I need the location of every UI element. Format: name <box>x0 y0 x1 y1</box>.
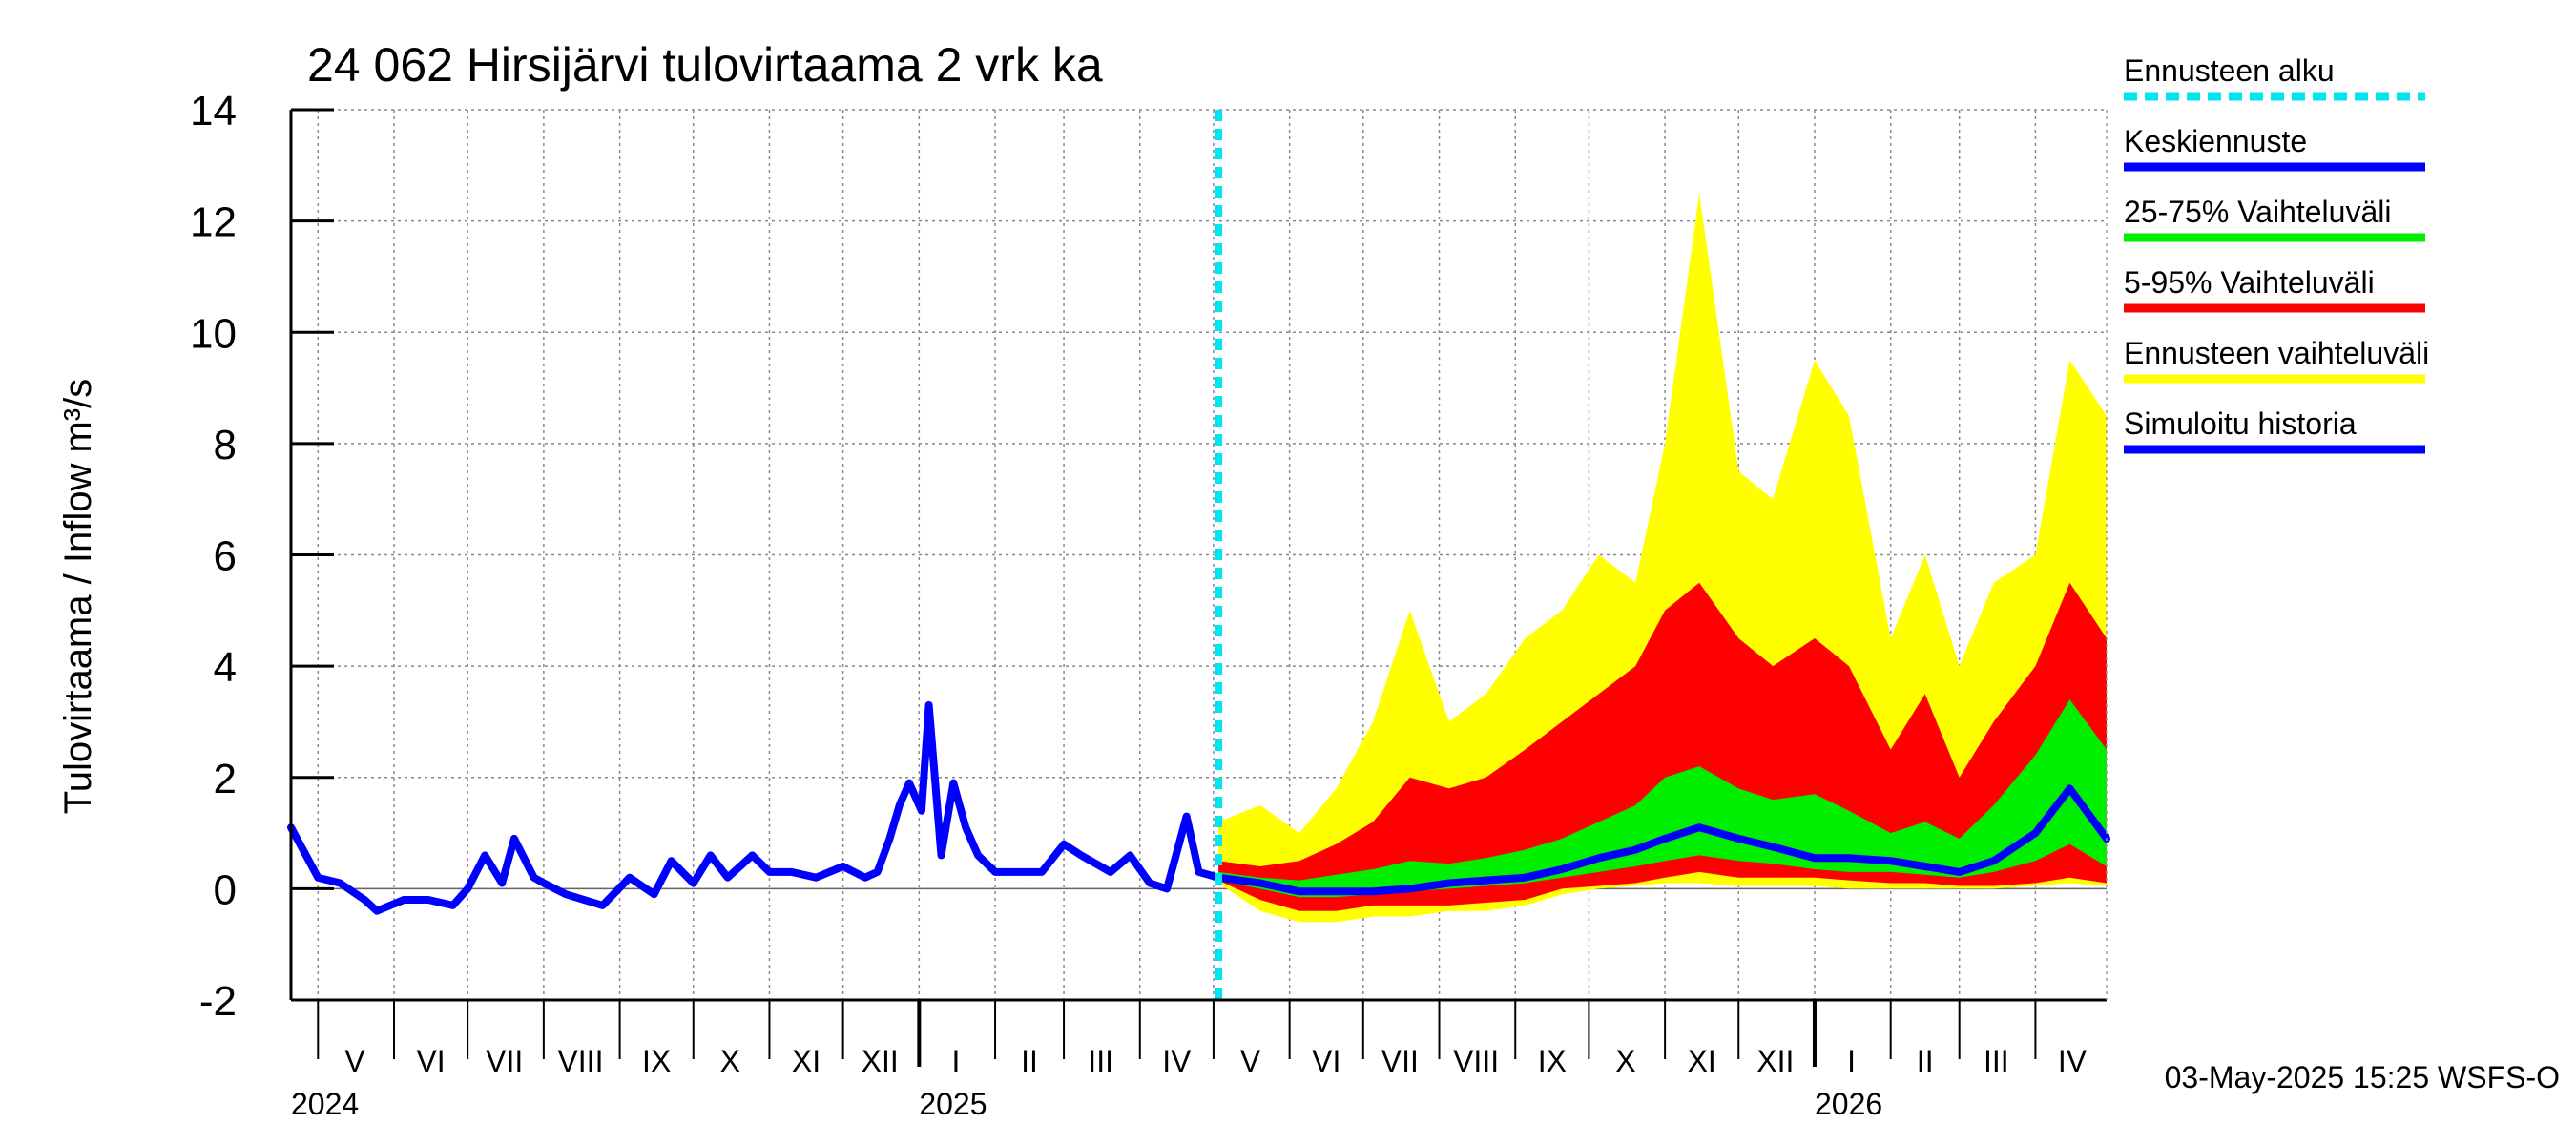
year-label: 2025 <box>919 1087 987 1121</box>
month-label: XII <box>1756 1044 1794 1078</box>
month-label: IV <box>2058 1044 2088 1078</box>
legend-label: 25-75% Vaihteluväli <box>2124 195 2391 229</box>
legend-label: Keskiennuste <box>2124 124 2307 158</box>
month-label: IX <box>1538 1044 1567 1078</box>
band-5-95 <box>1218 582 2107 911</box>
history-line <box>287 700 1223 915</box>
month-label: XI <box>792 1044 821 1078</box>
month-label: XI <box>1688 1044 1716 1078</box>
series-lines <box>287 110 2110 1000</box>
month-label: V <box>344 1044 365 1078</box>
month-label: I <box>1847 1044 1856 1078</box>
month-label: IX <box>642 1044 671 1078</box>
y-tick-label: 10 <box>190 310 237 357</box>
month-label: III <box>1088 1044 1113 1078</box>
legend-label: Simuloitu historia <box>2124 406 2357 441</box>
month-label: XII <box>862 1044 899 1078</box>
month-label: VI <box>416 1044 445 1078</box>
month-label: VIII <box>1453 1044 1499 1078</box>
year-label: 2024 <box>291 1087 359 1121</box>
month-label: IV <box>1162 1044 1192 1078</box>
legend-label: 5-95% Vaihteluväli <box>2124 265 2375 300</box>
month-label: VII <box>486 1044 523 1078</box>
y-tick-label: -2 <box>199 978 237 1025</box>
legend-label: Ennusteen alku <box>2124 53 2335 88</box>
month-label: VI <box>1312 1044 1340 1078</box>
month-label: VIII <box>557 1044 603 1078</box>
month-label: II <box>1021 1044 1038 1078</box>
y-axis-label: Tulovirtaama / Inflow m³/s <box>57 379 99 814</box>
y-tick-label: 4 <box>214 644 237 691</box>
legend: Ennusteen alku Keskiennuste 25-75% Vaihtel… <box>2124 53 2429 454</box>
y-tick-label: 6 <box>214 533 237 580</box>
month-label: VII <box>1381 1044 1419 1078</box>
band-25-75 <box>1218 699 2107 898</box>
year-label: 2026 <box>1815 1087 1882 1121</box>
forecast-bands <box>1218 193 2107 923</box>
legend-label: Ennusteen vaihteluväli <box>2124 336 2429 370</box>
month-label: III <box>1984 1044 2009 1078</box>
month-label: X <box>1615 1044 1635 1078</box>
timestamp-footer: 03-May-2025 15:25 WSFS-O <box>2165 1060 2560 1094</box>
y-tick-label: 12 <box>190 199 237 246</box>
month-label: II <box>1917 1044 1934 1078</box>
median-line <box>1215 784 2110 896</box>
month-label: X <box>720 1044 740 1078</box>
y-tick-label: 0 <box>214 866 237 913</box>
y-tick-label: 8 <box>214 422 237 468</box>
month-label: I <box>951 1044 960 1078</box>
y-tick-label: 2 <box>214 756 237 802</box>
month-label: V <box>1240 1044 1261 1078</box>
chart-title: 24 062 Hirsijärvi tulovirtaama 2 vrk ka <box>307 38 1103 92</box>
y-tick-label: 14 <box>190 88 237 135</box>
